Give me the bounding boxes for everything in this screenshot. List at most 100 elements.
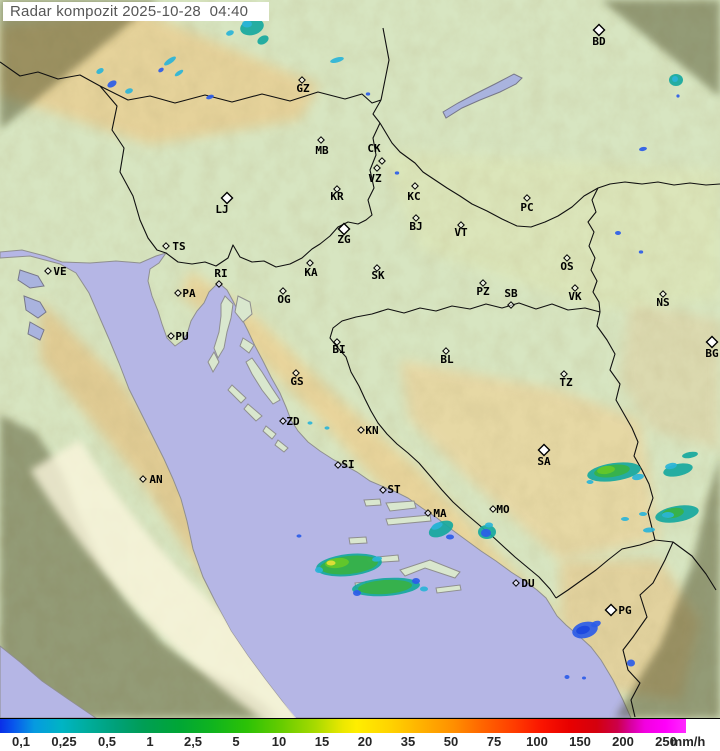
station-label-KC: KC bbox=[407, 190, 420, 203]
station-label-BG: BG bbox=[705, 347, 719, 360]
island bbox=[348, 536, 368, 545]
station-label-SB: SB bbox=[504, 287, 518, 300]
border-hu-hr bbox=[379, 122, 720, 228]
precip-echo bbox=[682, 451, 698, 459]
city-marker bbox=[512, 579, 520, 587]
city-marker bbox=[411, 182, 419, 190]
precip-echo bbox=[326, 560, 336, 566]
border-rs-east bbox=[672, 541, 717, 591]
precip-echo bbox=[158, 67, 164, 73]
precip-echo bbox=[174, 69, 184, 77]
precip-echo bbox=[639, 146, 647, 152]
city-marker bbox=[571, 284, 579, 292]
legend-tick-200: 200 bbox=[612, 734, 634, 749]
legend-tick-100: 100 bbox=[526, 734, 548, 749]
city-marker bbox=[333, 338, 341, 346]
station-PZ: PZ bbox=[476, 279, 490, 298]
precip-echo bbox=[627, 659, 635, 667]
legend-tick-50: 50 bbox=[443, 734, 459, 749]
out-of-coverage-corner bbox=[601, 0, 720, 97]
station-DU: DU bbox=[512, 577, 535, 590]
station-label-VZ: VZ bbox=[368, 172, 382, 185]
station-KC: KC bbox=[407, 182, 421, 203]
station-LJ: LJ bbox=[215, 191, 234, 216]
station-NS: NS bbox=[656, 290, 670, 309]
city-marker bbox=[279, 287, 287, 295]
lake-lagoon-1 bbox=[23, 295, 47, 319]
city-marker bbox=[507, 301, 515, 309]
lake-lagoon-2 bbox=[27, 321, 45, 341]
precip-echo bbox=[365, 92, 371, 96]
precip-echo bbox=[564, 675, 570, 679]
border-me-al bbox=[622, 539, 674, 718]
island bbox=[213, 295, 234, 360]
precip-echo bbox=[307, 421, 313, 425]
precip-echo bbox=[672, 76, 678, 82]
island bbox=[234, 295, 253, 323]
station-GZ: GZ bbox=[296, 76, 310, 95]
station-label-KR: KR bbox=[330, 190, 344, 203]
city-marker bbox=[279, 417, 287, 425]
city-marker bbox=[44, 267, 52, 275]
station-label-ZD: ZD bbox=[286, 415, 300, 428]
lake-balaton bbox=[442, 73, 523, 119]
precip-echo bbox=[242, 20, 252, 28]
station-GS: GS bbox=[290, 369, 304, 388]
station-label-SA: SA bbox=[537, 455, 551, 468]
precip-echo bbox=[330, 56, 344, 64]
precip-echo bbox=[632, 473, 644, 481]
station-SK: SK bbox=[371, 264, 385, 282]
radar-map: TS VE GZ MB CK VZ KR KC LJ ZG BJ KA SK VT PC OS VK NS PZ SB… bbox=[0, 0, 720, 719]
station-label-DU: DU bbox=[521, 577, 535, 590]
precip-echo bbox=[676, 94, 680, 98]
precip-echo bbox=[96, 68, 104, 74]
legend-tick-10: 10 bbox=[271, 734, 287, 749]
station-label-KN: KN bbox=[365, 424, 378, 437]
precip-echo bbox=[591, 620, 601, 628]
legend-tick-0,1: 0,1 bbox=[11, 734, 31, 749]
station-label-SK: SK bbox=[371, 269, 385, 282]
border-hr-rs bbox=[587, 187, 601, 313]
station-label-PC: PC bbox=[520, 201, 533, 214]
city-marker bbox=[162, 242, 170, 250]
legend-ticks: mm/h 0,1 0,25 0,5 1 2,5 5 10 15 20 35 50 75 100 150 20… bbox=[0, 733, 720, 751]
precip-echo bbox=[358, 579, 412, 595]
station-label-VK: VK bbox=[568, 290, 582, 303]
legend-tick-15: 15 bbox=[314, 734, 330, 749]
station-label-LJ: LJ bbox=[215, 203, 228, 216]
precip-echo bbox=[412, 578, 420, 584]
station-MO: MO bbox=[489, 503, 510, 516]
out-of-coverage-italy bbox=[0, 415, 278, 718]
station-VK: VK bbox=[568, 284, 582, 303]
station-VT: VT bbox=[454, 221, 468, 239]
legend-tick-0,25: 0,25 bbox=[51, 734, 77, 749]
legend-tick-5: 5 bbox=[232, 734, 240, 749]
island bbox=[435, 584, 462, 594]
city-marker bbox=[306, 259, 314, 267]
city-marker bbox=[457, 221, 465, 229]
station-label-MA: MA bbox=[433, 507, 447, 520]
precip-echo bbox=[582, 676, 586, 680]
border-ba-rs bbox=[596, 311, 656, 541]
station-label-BL: BL bbox=[440, 353, 454, 366]
precip-echo bbox=[315, 567, 323, 573]
border-at-si bbox=[99, 85, 382, 104]
station-PC: PC bbox=[520, 194, 534, 214]
island bbox=[274, 439, 289, 453]
station-RI: RI bbox=[214, 267, 228, 288]
station-label-SI: SI bbox=[341, 458, 354, 471]
city-marker bbox=[379, 486, 387, 494]
border-at-it bbox=[0, 61, 101, 87]
station-ZD: ZD bbox=[279, 415, 300, 428]
legend-tick-0,5: 0,5 bbox=[97, 734, 117, 749]
border-ba-me bbox=[555, 539, 656, 599]
radar-site-marker bbox=[604, 603, 618, 617]
title-bar: Radar kompozit 2025-10-28 04:40 bbox=[3, 2, 269, 21]
precip-echo bbox=[325, 557, 349, 569]
station-OS: OS bbox=[560, 254, 574, 273]
precip-echo bbox=[665, 462, 677, 470]
station-OG: OG bbox=[277, 287, 291, 306]
border-at-hu bbox=[380, 27, 390, 101]
city-marker bbox=[378, 157, 386, 165]
